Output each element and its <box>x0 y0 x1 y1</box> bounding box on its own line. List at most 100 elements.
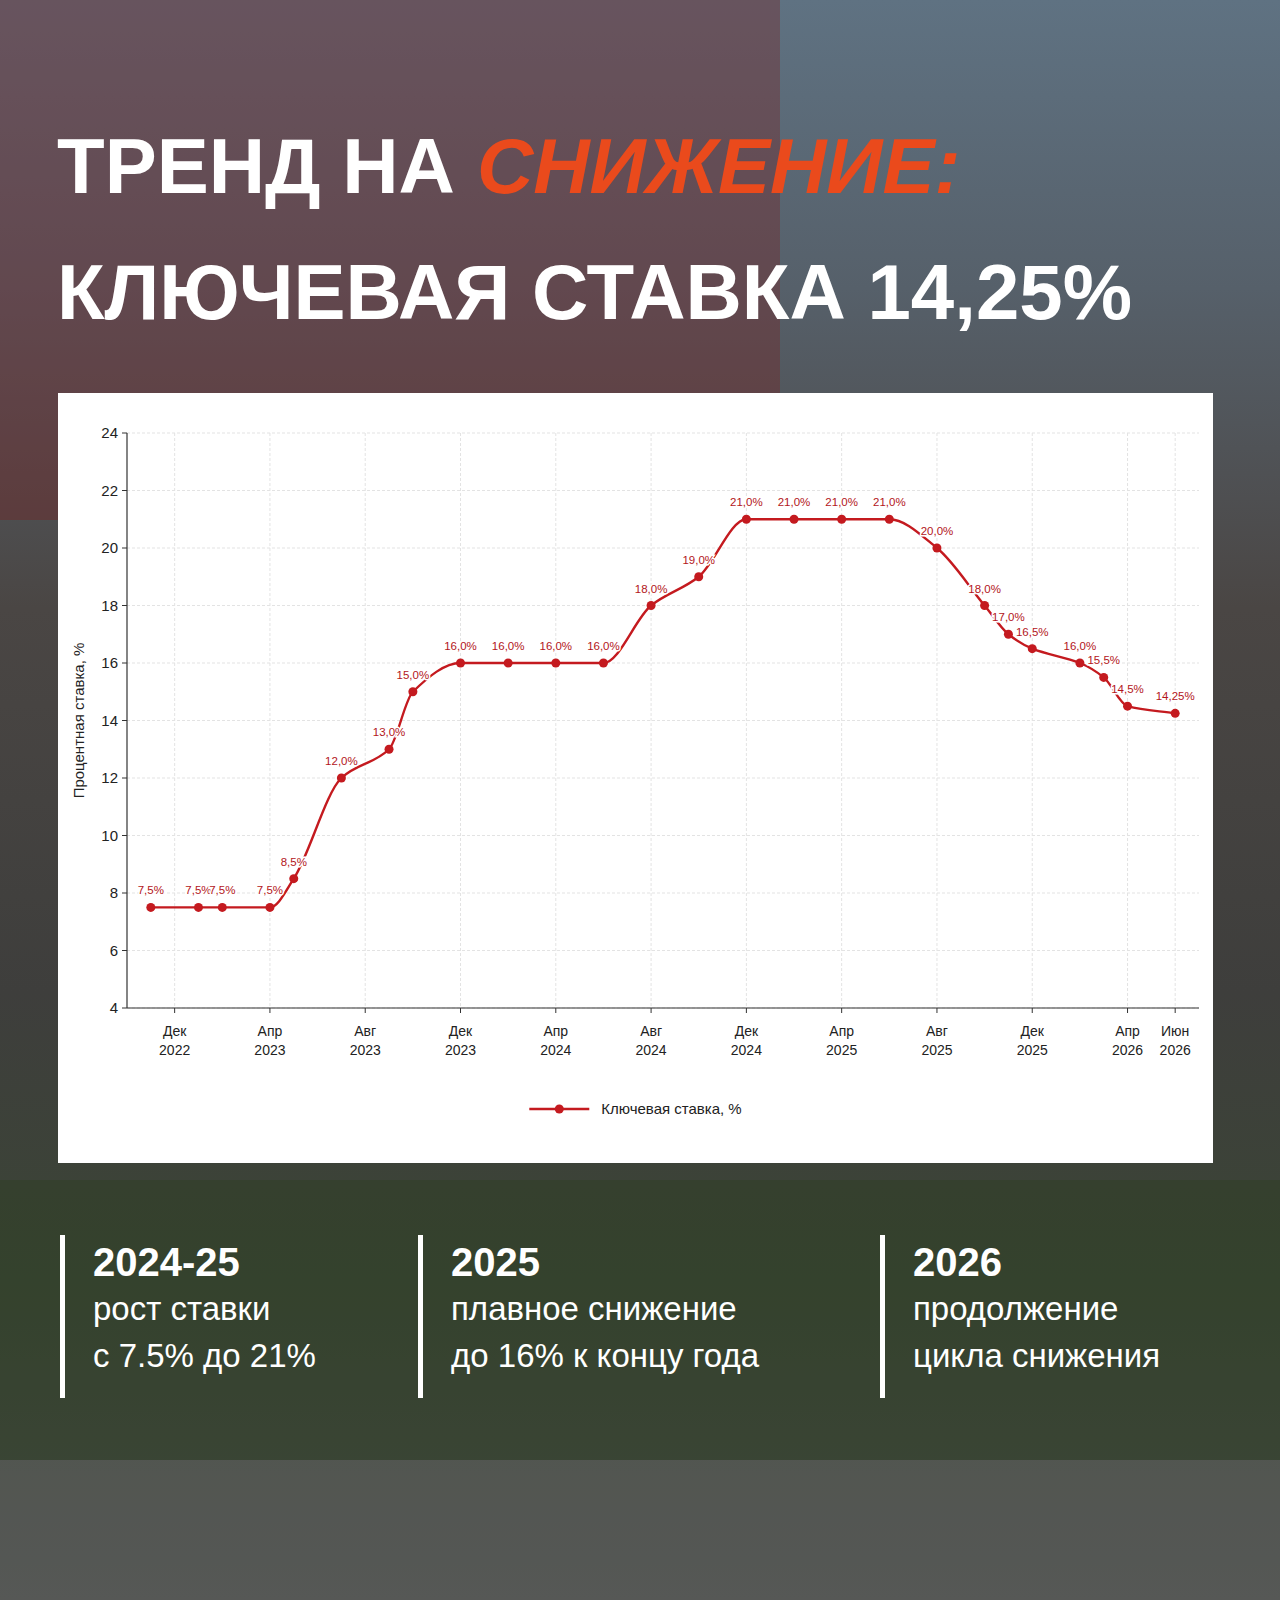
x-tick-label: Дек2023 <box>445 1023 476 1058</box>
point <box>385 745 394 754</box>
line <box>151 519 1175 907</box>
data-label: 18,0% <box>635 583 668 595</box>
point <box>599 659 608 668</box>
x-tick <box>841 1008 842 1013</box>
x-tick-label: Апр2026 <box>1112 1023 1143 1058</box>
x-grid-line <box>555 433 556 1008</box>
chart: 4681012141618202224Дек2022Апр2023Авг2023… <box>58 393 1213 1163</box>
point <box>265 903 274 912</box>
x-tick-label: Июн2026 <box>1160 1023 1191 1058</box>
legend: Ключевая ставка, % <box>529 1100 741 1117</box>
data-label: 14,5% <box>1111 683 1144 695</box>
point <box>337 774 346 783</box>
x-grid-line <box>365 433 366 1008</box>
data-label: 17,0% <box>992 611 1025 623</box>
y-tick-label: 6 <box>110 942 118 959</box>
x-tick <box>651 1008 652 1013</box>
y-tick <box>122 1008 127 1009</box>
data-label: 12,0% <box>325 755 358 767</box>
data-label: 16,0% <box>492 640 525 652</box>
y-axis-line <box>126 433 127 1008</box>
data-label: 18,0% <box>968 583 1001 595</box>
road-shape <box>0 1460 1280 1600</box>
y-grid-line <box>127 490 1199 491</box>
point <box>408 687 417 696</box>
data-label: 16,0% <box>1064 640 1097 652</box>
point <box>837 515 846 524</box>
y-grid-line <box>127 950 1199 951</box>
point <box>146 903 155 912</box>
axes: 4681012141618202224Дек2022Апр2023Авг2023… <box>70 424 1199 1058</box>
y-tick-label: 16 <box>101 654 118 671</box>
x-grid-line <box>1127 433 1128 1008</box>
x-tick-label: Авг2023 <box>350 1023 381 1058</box>
y-tick-label: 8 <box>110 884 118 901</box>
note: 2025плавное снижениедо 16% к концу года <box>418 1235 759 1398</box>
point <box>694 572 703 581</box>
x-tick-label: Апр2024 <box>540 1023 571 1058</box>
x-tick-label: Авг2024 <box>636 1023 667 1058</box>
data-label: 15,0% <box>397 669 430 681</box>
point <box>1171 709 1180 718</box>
x-tick-label: Дек2025 <box>1017 1023 1048 1058</box>
point <box>742 515 751 524</box>
note-line: цикла снижения <box>913 1332 1160 1379</box>
y-tick <box>122 490 127 491</box>
note: 2024-25рост ставкис 7.5% до 21% <box>60 1235 316 1398</box>
x-tick <box>1032 1008 1033 1013</box>
chart-panel: 4681012141618202224Дек2022Апр2023Авг2023… <box>58 393 1213 1163</box>
plot <box>146 515 1179 912</box>
data-label: 7,5% <box>185 884 211 896</box>
point <box>289 874 298 883</box>
data-label: 14,25% <box>1156 690 1195 702</box>
note-period: 2026 <box>913 1239 1160 1285</box>
note: 2026продолжениецикла снижения <box>880 1235 1160 1398</box>
point <box>1123 702 1132 711</box>
data-label: 7,5% <box>257 884 283 896</box>
title: ТРЕНД НАСНИЖЕНИЕ: <box>57 120 960 212</box>
y-tick-label: 22 <box>101 482 118 499</box>
y-tick <box>122 433 127 434</box>
x-tick <box>936 1008 937 1013</box>
y-grid-line <box>127 1008 1199 1009</box>
grid <box>127 433 1199 1008</box>
x-grid-line <box>174 433 175 1008</box>
y-axis-title: Процентная ставка, % <box>70 643 87 799</box>
point <box>1099 673 1108 682</box>
y-grid-line <box>127 893 1199 894</box>
data-label: 16,5% <box>1016 626 1049 638</box>
x-grid-line <box>651 433 652 1008</box>
data-label: 15,5% <box>1087 654 1120 666</box>
note-line: с 7.5% до 21% <box>93 1332 316 1379</box>
y-grid-line <box>127 548 1199 549</box>
y-tick-label: 10 <box>101 827 118 844</box>
title-accent: СНИЖЕНИЕ: <box>477 122 961 210</box>
point <box>885 515 894 524</box>
point <box>456 659 465 668</box>
x-tick <box>174 1008 175 1013</box>
point <box>1028 644 1037 653</box>
x-grid-line <box>1032 433 1033 1008</box>
y-tick <box>122 663 127 664</box>
legend-marker <box>555 1105 564 1114</box>
legend-label: Ключевая ставка, % <box>601 1100 741 1117</box>
x-tick <box>1127 1008 1128 1013</box>
title: КЛЮЧЕВАЯ СТАВКА 14,25% <box>57 246 1132 338</box>
x-grid-line <box>1175 433 1176 1008</box>
data-label: 16,0% <box>539 640 572 652</box>
y-tick <box>122 893 127 894</box>
y-grid-line <box>127 663 1199 664</box>
point <box>932 544 941 553</box>
y-tick <box>122 720 127 721</box>
y-tick-label: 4 <box>110 999 118 1016</box>
data-label: 21,0% <box>825 496 858 508</box>
x-tick-label: Дек2022 <box>159 1023 190 1058</box>
y-tick <box>122 835 127 836</box>
point <box>647 601 656 610</box>
point <box>980 601 989 610</box>
y-tick <box>122 605 127 606</box>
note-period: 2024-25 <box>93 1239 316 1285</box>
data-label: 16,0% <box>587 640 620 652</box>
data-label: 7,5% <box>138 884 164 896</box>
title-text: ТРЕНД НА <box>57 122 455 210</box>
